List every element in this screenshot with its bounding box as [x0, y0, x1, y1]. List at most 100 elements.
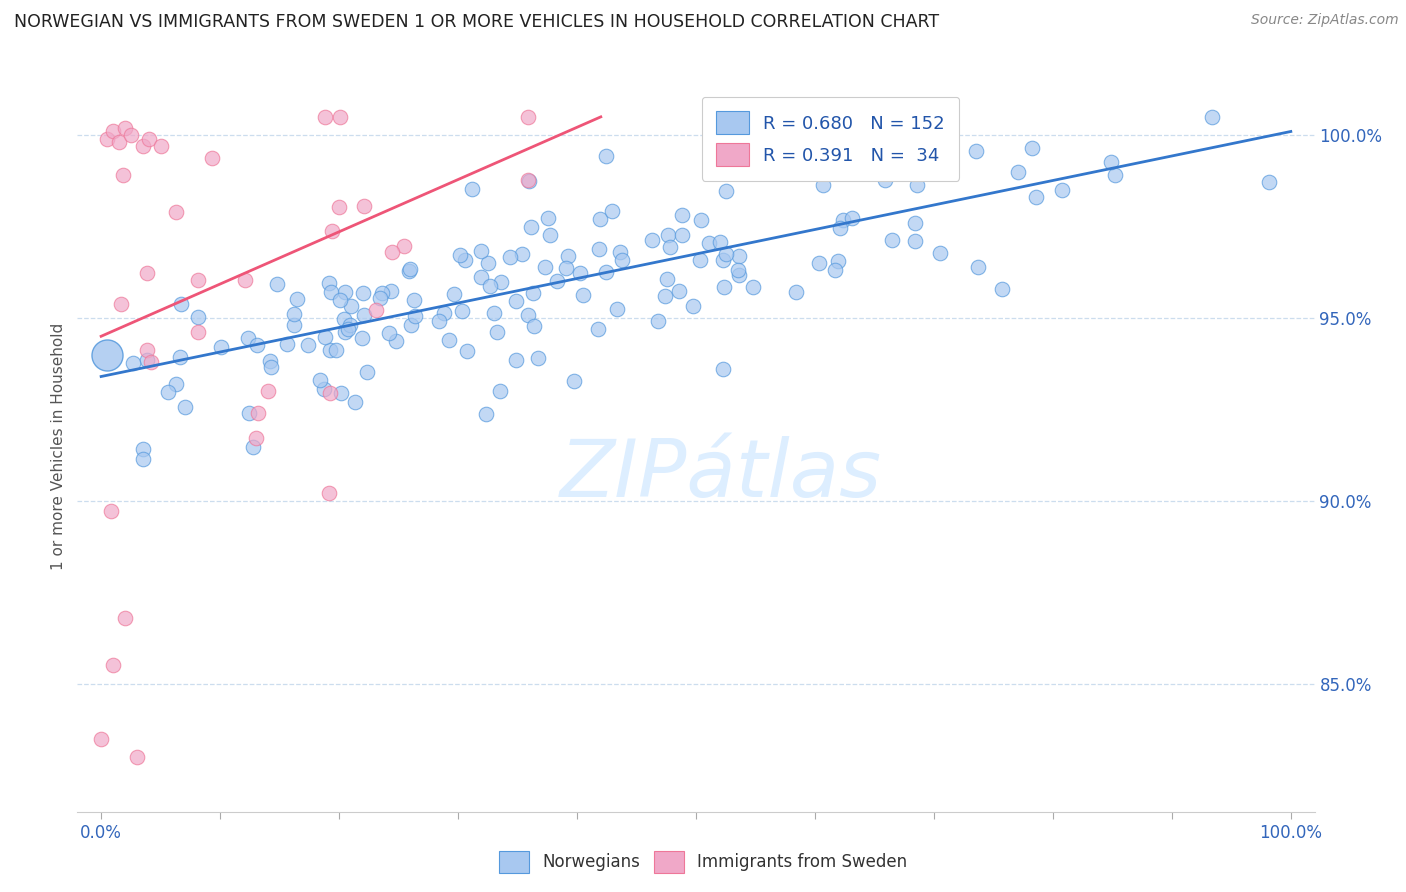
Point: [742, 280, 765, 294]
Point: [96, 132, 118, 146]
Point: [321, 224, 343, 238]
Point: [699, 236, 721, 251]
Point: [108, 136, 131, 150]
Point: [773, 159, 796, 173]
Point: [366, 302, 388, 317]
Point: [344, 394, 367, 409]
Point: [132, 442, 155, 456]
Point: [841, 211, 863, 225]
Text: Source: ZipAtlas.com: Source: ZipAtlas.com: [1251, 13, 1399, 28]
Point: [609, 245, 631, 260]
Point: [246, 406, 269, 420]
Point: [110, 296, 132, 310]
Point: [245, 431, 267, 445]
Point: [1050, 183, 1073, 197]
Point: [333, 325, 356, 339]
Point: [808, 256, 831, 270]
Point: [329, 293, 352, 307]
Point: [470, 269, 492, 284]
Point: [283, 307, 305, 321]
Point: [378, 326, 401, 340]
Point: [135, 343, 157, 357]
Point: [443, 287, 465, 301]
Point: [965, 144, 987, 158]
Point: [381, 244, 404, 259]
Point: [246, 337, 269, 351]
Point: [132, 139, 155, 153]
Point: [569, 266, 592, 280]
Point: [534, 260, 557, 275]
Point: [100, 504, 122, 518]
Point: [600, 203, 623, 218]
Point: [256, 384, 278, 398]
Point: [811, 178, 834, 193]
Point: [451, 304, 474, 318]
Point: [737, 153, 759, 168]
Point: [905, 110, 928, 124]
Text: ZIPátlas: ZIPátlas: [560, 436, 882, 515]
Point: [517, 173, 540, 187]
Point: [526, 351, 548, 366]
Point: [136, 352, 159, 367]
Point: [562, 374, 585, 388]
Point: [713, 279, 735, 293]
Point: [427, 314, 450, 328]
Point: [595, 265, 617, 279]
Point: [325, 343, 347, 357]
Legend: Norwegians, Immigrants from Sweden: Norwegians, Immigrants from Sweden: [492, 845, 914, 880]
Point: [238, 331, 260, 345]
Point: [658, 240, 681, 254]
Point: [312, 382, 335, 396]
Point: [537, 211, 560, 226]
Point: [187, 273, 209, 287]
Point: [546, 274, 568, 288]
Point: [352, 285, 374, 300]
Point: [824, 263, 846, 277]
Point: [499, 250, 522, 264]
Point: [276, 336, 298, 351]
Point: [1104, 168, 1126, 182]
Point: [131, 452, 153, 467]
Point: [727, 268, 749, 282]
Point: [689, 252, 711, 267]
Point: [339, 318, 361, 333]
Point: [141, 355, 163, 369]
Point: [606, 302, 628, 317]
Point: [371, 285, 394, 300]
Point: [297, 338, 319, 352]
Point: [711, 361, 734, 376]
Point: [169, 297, 191, 311]
Point: [449, 248, 471, 262]
Point: [905, 178, 928, 193]
Point: [716, 184, 738, 198]
Point: [165, 376, 187, 391]
Point: [138, 132, 160, 146]
Point: [967, 260, 990, 274]
Point: [209, 341, 232, 355]
Point: [432, 305, 454, 319]
Point: [657, 227, 679, 242]
Point: [516, 110, 538, 124]
Point: [238, 406, 260, 420]
Point: [668, 285, 690, 299]
Point: [641, 233, 664, 247]
Point: [353, 198, 375, 212]
Point: [328, 200, 350, 214]
Point: [314, 110, 336, 124]
Point: [242, 440, 264, 454]
Point: [90, 731, 112, 746]
Point: [904, 216, 927, 230]
Point: [1007, 165, 1029, 179]
Point: [404, 309, 426, 323]
Point: [329, 110, 352, 124]
Point: [519, 174, 541, 188]
Point: [259, 360, 281, 375]
Point: [766, 152, 789, 166]
Point: [880, 233, 903, 247]
Point: [120, 128, 142, 142]
Point: [336, 322, 359, 336]
Point: [470, 244, 492, 259]
Point: [392, 239, 415, 253]
Point: [101, 124, 124, 138]
Text: NORWEGIAN VS IMMIGRANTS FROM SWEDEN 1 OR MORE VEHICLES IN HOUSEHOLD CORRELATION : NORWEGIAN VS IMMIGRANTS FROM SWEDEN 1 OR…: [14, 13, 939, 31]
